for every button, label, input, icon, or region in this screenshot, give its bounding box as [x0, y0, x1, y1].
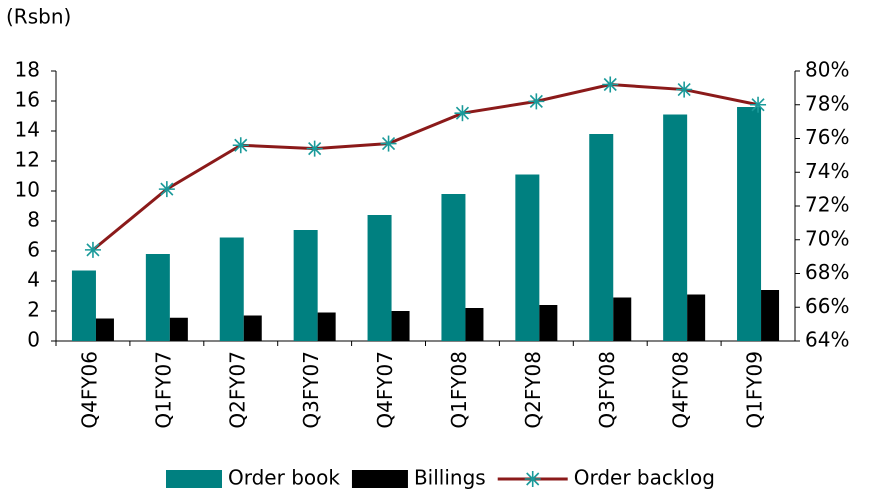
- bar: [441, 194, 466, 341]
- y2-tick-label: 70%: [805, 226, 849, 250]
- x-tick-label: Q2FY08: [521, 351, 545, 429]
- bar: [243, 315, 262, 341]
- y-tick-label: 12: [15, 148, 40, 172]
- marker: [232, 137, 249, 154]
- y-tick-label: 14: [15, 118, 40, 142]
- legend-swatch: [351, 470, 408, 488]
- y-tick-label: 4: [27, 268, 40, 292]
- x-tick-label: Q1FY08: [447, 351, 471, 429]
- bar: [465, 308, 484, 341]
- marker: [602, 76, 619, 93]
- y-axis-label: (Rsbn): [6, 5, 71, 29]
- bar: [613, 297, 632, 341]
- x-tick-label: Q2FY07: [225, 351, 249, 429]
- y-tick-label: 2: [27, 298, 40, 322]
- bar: [219, 237, 244, 341]
- x-tick-label: Q4FY06: [77, 351, 101, 429]
- legend-swatch: [166, 470, 222, 488]
- x-tick-label: Q1FY09: [743, 351, 767, 429]
- y2-tick-label: 72%: [805, 193, 849, 217]
- line: [91, 82, 759, 252]
- x-tick-label: Q3FY07: [299, 351, 323, 429]
- bar: [71, 270, 96, 341]
- x-tick-label: Q1FY07: [151, 351, 175, 429]
- bar: [589, 134, 614, 341]
- bar: [391, 311, 410, 341]
- legend-label: Order book: [228, 466, 340, 490]
- y-tick-label: 0: [27, 328, 40, 352]
- bar: [169, 317, 188, 341]
- y-tick-label: 8: [27, 208, 40, 232]
- marker: [158, 181, 175, 198]
- bar: [293, 230, 318, 341]
- bar: [761, 290, 780, 341]
- marker: [380, 135, 397, 152]
- bar: [317, 312, 336, 341]
- y2-tick-label: 74%: [805, 159, 849, 183]
- marker: [750, 96, 767, 113]
- y2-tick-label: 66%: [805, 294, 849, 318]
- bar: [687, 294, 706, 341]
- y-tick-label: 16: [15, 88, 40, 112]
- bar: [95, 318, 114, 341]
- legend-marker: [524, 471, 541, 487]
- y2-tick-label: 78%: [805, 91, 849, 115]
- bar: [367, 215, 392, 341]
- marker: [528, 93, 545, 110]
- y-tick-label: 10: [15, 178, 40, 202]
- legend-label: Billings: [414, 466, 486, 490]
- y-tick-label: 6: [27, 238, 40, 262]
- bar: [663, 114, 688, 341]
- marker: [84, 241, 101, 258]
- marker: [306, 140, 323, 157]
- x-tick-label: Q4FY07: [373, 351, 397, 429]
- legend-label: Order backlog: [574, 466, 715, 490]
- marker: [676, 81, 693, 98]
- bar: [145, 254, 170, 341]
- marker: [454, 105, 471, 122]
- bar: [515, 174, 540, 341]
- x-tick-label: Q3FY08: [595, 351, 619, 429]
- y2-tick-label: 64%: [805, 328, 849, 352]
- bar: [737, 107, 762, 341]
- x-tick-label: Q4FY08: [669, 351, 693, 429]
- y2-tick-label: 76%: [805, 125, 849, 149]
- bar: [539, 305, 558, 341]
- y2-tick-label: 68%: [805, 260, 849, 284]
- y-tick-label: 18: [15, 58, 40, 82]
- y2-tick-label: 80%: [805, 58, 849, 82]
